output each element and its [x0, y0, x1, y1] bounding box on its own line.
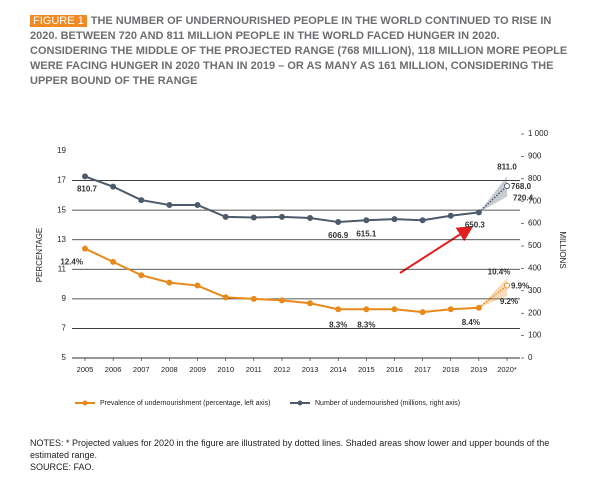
point [166, 202, 173, 209]
y2-tick-label: 1 000 [528, 129, 549, 138]
point [391, 216, 398, 223]
y2-tick-label: 200 [528, 308, 542, 317]
point [194, 282, 201, 289]
legend-marker [297, 400, 303, 406]
title-block: FIGURE 1 THE NUMBER OF UNDERNOURISHED PEO… [30, 14, 575, 89]
value-label: 650.3 [465, 220, 486, 229]
point [447, 212, 454, 219]
legend-marker [82, 400, 88, 406]
value-label: 12.4% [60, 258, 83, 267]
y-tick-label: 5 [62, 353, 67, 362]
value-label: 810.7 [77, 185, 98, 194]
annotation-arrow [399, 225, 474, 274]
value-label: 8.3% [329, 320, 347, 329]
range-label: 811.0 [497, 162, 517, 171]
x-tick-label: 2005 [77, 365, 94, 374]
x-tick-label: 2012 [274, 365, 291, 374]
value-label: 615.1 [356, 229, 377, 238]
value-label: 8.4% [462, 318, 480, 327]
point [475, 209, 482, 216]
y-tick-label: 9 [62, 294, 67, 303]
y2-tick-label: 500 [528, 241, 542, 250]
y2-axis-label: MILLIONS [558, 231, 567, 268]
value-label: 768.0 [511, 182, 532, 191]
x-tick-label: 2006 [105, 365, 122, 374]
value-label: 8.3% [357, 320, 375, 329]
point [475, 304, 482, 311]
y-tick-label: 7 [62, 324, 67, 333]
point [222, 294, 229, 301]
x-tick-label: 2015 [358, 365, 375, 374]
y2-tick-label: 0 [528, 353, 533, 362]
point [138, 272, 145, 279]
point [250, 214, 257, 221]
x-tick-label: 2019 [471, 365, 488, 374]
point [82, 173, 88, 180]
x-tick-label: 2011 [246, 365, 262, 374]
point [419, 217, 426, 224]
notes: NOTES: * Projected values for 2020 in th… [30, 437, 570, 473]
notes-text: NOTES: * Projected values for 2020 in th… [30, 438, 550, 460]
x-tick-label: 2020* [497, 365, 517, 374]
point [335, 219, 342, 226]
figure-label: FIGURE 1 [30, 15, 87, 27]
y2-tick-label: 600 [528, 219, 542, 228]
point [419, 309, 426, 316]
point [250, 295, 257, 302]
y-tick-label: 19 [57, 146, 66, 155]
range-label: 10.4% [488, 267, 511, 276]
point [307, 300, 314, 307]
range-label: 720.4 [513, 194, 534, 203]
y-tick-label: 17 [57, 176, 66, 185]
point [110, 183, 117, 190]
point [110, 258, 117, 265]
point [335, 306, 342, 313]
y2-tick-label: 800 [528, 174, 542, 183]
y2-tick-label: 900 [528, 152, 542, 161]
y-tick-label: 11 [58, 264, 67, 273]
x-tick-label: 2014 [330, 365, 347, 374]
x-tick-label: 2013 [302, 365, 319, 374]
point [447, 306, 454, 313]
point [363, 306, 370, 313]
point [363, 217, 370, 224]
value-label: 606.9 [328, 231, 349, 240]
x-tick-label: 2007 [133, 365, 150, 374]
point [504, 182, 510, 189]
x-tick-label: 2009 [189, 365, 206, 374]
source-text: SOURCE: FAO. [30, 462, 95, 472]
y2-tick-label: 100 [528, 331, 542, 340]
x-tick-label: 2010 [217, 365, 234, 374]
y-axis-label: PERCENTAGE [35, 228, 44, 283]
y2-tick-label: 400 [528, 264, 542, 273]
point [278, 213, 285, 220]
value-label: 9.9% [511, 282, 529, 291]
legend-label: Number of undernourished (millions, righ… [315, 400, 460, 407]
y2-tick-label: 700 [528, 196, 542, 205]
point [194, 202, 201, 209]
x-tick-label: 2008 [161, 365, 178, 374]
x-tick-label: 2018 [442, 365, 459, 374]
projected-line [478, 185, 508, 213]
point [222, 213, 229, 220]
y-tick-label: 15 [57, 205, 66, 214]
point [307, 215, 314, 221]
point [391, 306, 398, 313]
x-tick-label: 2016 [386, 365, 403, 374]
point [504, 282, 510, 289]
x-tick-label: 2017 [414, 365, 431, 374]
point [138, 197, 145, 204]
chart-title: THE NUMBER OF UNDERNOURISHED PEOPLE IN T… [30, 15, 568, 87]
range-band [478, 176, 507, 213]
range-band [478, 278, 507, 308]
point [166, 279, 173, 286]
y-tick-label: 13 [57, 235, 66, 244]
point [82, 245, 88, 252]
legend-label: Prevalence of undernourishment (percenta… [100, 400, 270, 407]
range-label: 9.2% [500, 297, 518, 306]
point [278, 297, 285, 304]
y2-tick-label: 300 [528, 286, 542, 295]
